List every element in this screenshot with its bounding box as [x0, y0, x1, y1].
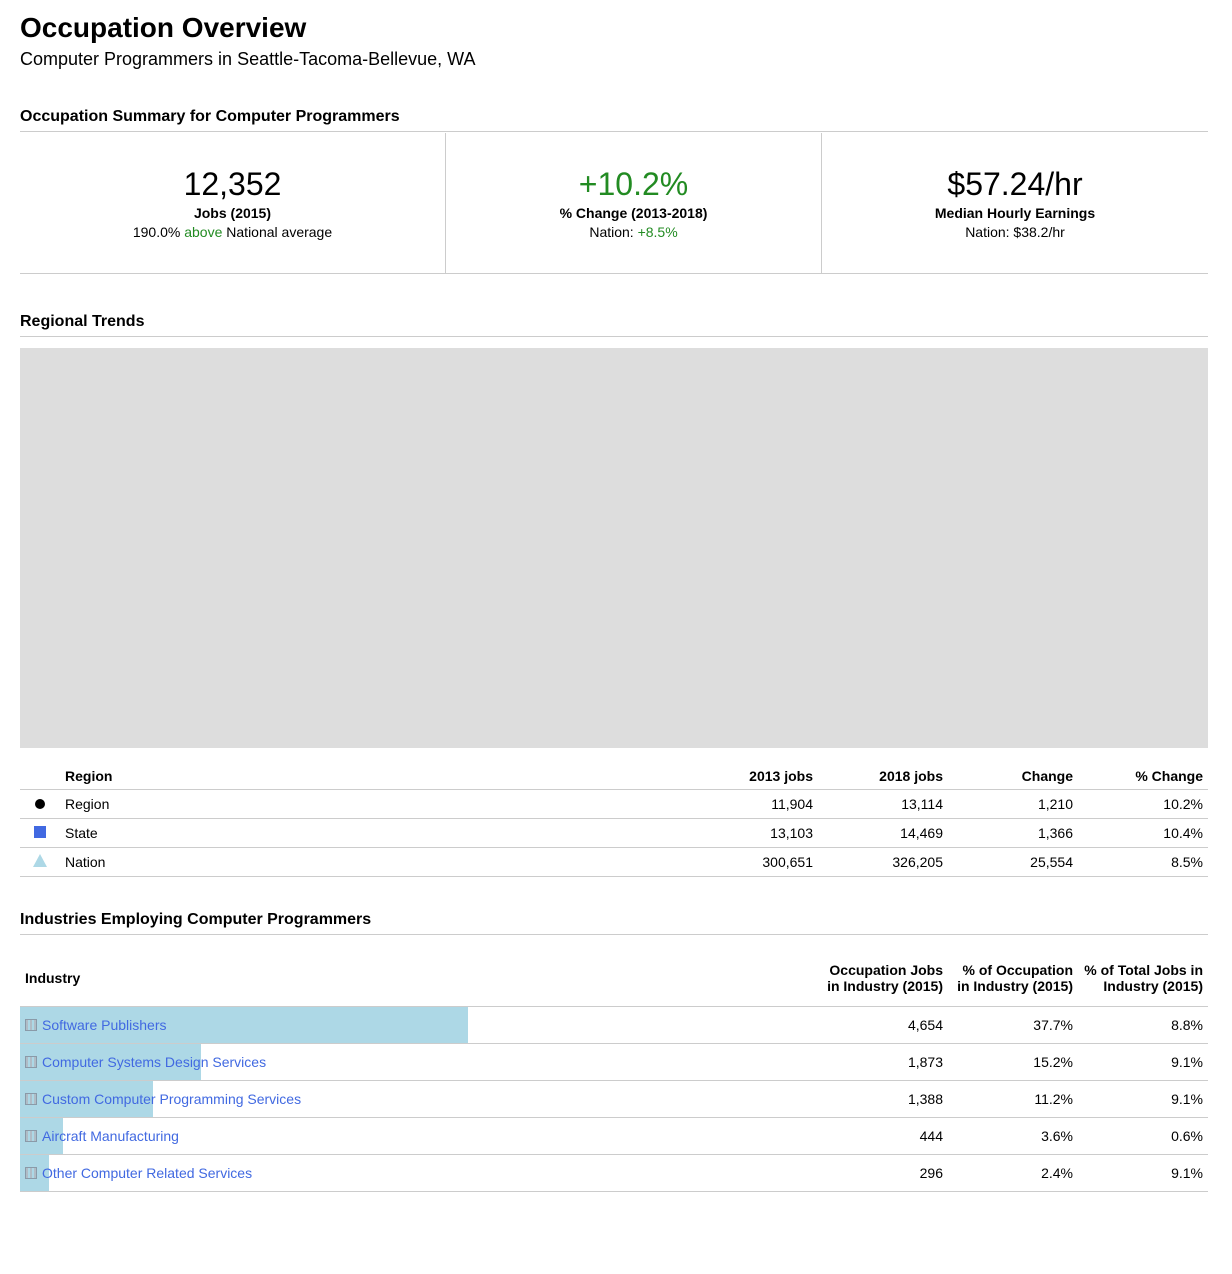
- table-row: Nation 300,651 326,205 25,554 8.5%: [20, 847, 1208, 877]
- pct-occupation: 2.4%: [948, 1154, 1078, 1192]
- kpi-earnings-comparison: Nation: $38.2/hr: [965, 224, 1065, 240]
- industry-share-bar: [20, 1081, 154, 1117]
- building-icon: [25, 1167, 37, 1179]
- kpi-jobs-value: 12,352: [183, 166, 282, 202]
- table-row: Region 11,904 13,114 1,210 10.2%: [20, 789, 1208, 819]
- kpi-earnings-value: $57.24/hr: [947, 166, 1083, 202]
- industry-link[interactable]: Other Computer Related Services: [42, 1165, 253, 1181]
- regional-trends-chart-placeholder: [20, 348, 1208, 748]
- regional-trends-title: Regional Trends: [20, 313, 1208, 337]
- kpi-change-label: % Change (2013-2018): [559, 205, 708, 221]
- kpi-earnings-label: Median Hourly Earnings: [934, 205, 1096, 221]
- jobs-2013: 300,651: [688, 847, 818, 877]
- industry-link[interactable]: Aircraft Manufacturing: [42, 1128, 179, 1144]
- industry-share-bar: [20, 1044, 201, 1080]
- regional-trends-table: Region 2013 jobs 2018 jobs Change % Chan…: [20, 757, 1208, 877]
- region-name: Region: [60, 789, 688, 819]
- jobs-pct-change: 10.4%: [1078, 818, 1208, 848]
- jobs-change: 25,554: [948, 847, 1078, 877]
- industry-link[interactable]: Software Publishers: [42, 1017, 167, 1033]
- square-marker-icon: [34, 826, 46, 838]
- jobs-2018: 326,205: [818, 847, 948, 877]
- table-row: Aircraft Manufacturing 444 3.6% 0.6%: [20, 1117, 1208, 1155]
- jobs-pct-change: 8.5%: [1078, 847, 1208, 877]
- occupation-jobs-column-header: Occupation Jobs in Industry (2015): [827, 962, 943, 994]
- jobs-2018: 14,469: [818, 818, 948, 848]
- pct-total-jobs-column-header: % of Total Jobs in Industry (2015): [1084, 962, 1203, 994]
- occupation-jobs: 4,654: [818, 1006, 948, 1044]
- kpi-change: +10.2% % Change (2013-2018) Nation: +8.5…: [445, 133, 821, 273]
- marker-header: [20, 757, 60, 790]
- table-header-row: Region 2013 jobs 2018 jobs Change % Chan…: [20, 757, 1208, 790]
- page-title: Occupation Overview: [20, 12, 307, 43]
- kpi-jobs-label: Jobs (2015): [193, 205, 272, 221]
- table-row: Other Computer Related Services 296 2.4% 9.…: [20, 1154, 1208, 1192]
- kpi-jobs: 12,352 Jobs (2015) 190.0% above National…: [20, 133, 445, 273]
- occupation-jobs: 296: [818, 1154, 948, 1192]
- region-name: Nation: [60, 847, 688, 877]
- pct-change-column-header: % Change: [1135, 768, 1203, 784]
- pct-occupation-column-header: % of Occupation in Industry (2015): [957, 962, 1073, 994]
- industry-link[interactable]: Custom Computer Programming Services: [42, 1091, 302, 1107]
- kpi-change-comparison: Nation: +8.5%: [589, 224, 678, 240]
- region-column-header: Region: [65, 768, 113, 784]
- change-column-header: Change: [1021, 768, 1073, 784]
- kpi-earnings: $57.24/hr Median Hourly Earnings Nation:…: [821, 133, 1208, 273]
- pct-occupation: 11.2%: [948, 1080, 1078, 1118]
- industry-column-header: Industry: [25, 970, 81, 986]
- jobs-2013-column-header: 2013 jobs: [749, 768, 813, 784]
- jobs-2013: 13,103: [688, 818, 818, 848]
- circle-marker-icon: [35, 799, 45, 809]
- table-header-row: Industry Occupation Jobs in Industry (201…: [20, 950, 1208, 1007]
- pct-occupation: 37.7%: [948, 1006, 1078, 1044]
- jobs-change: 1,210: [948, 789, 1078, 819]
- building-icon: [25, 1056, 37, 1068]
- industry-cell: Computer Systems Design Services: [20, 1043, 818, 1081]
- occupation-jobs: 444: [818, 1117, 948, 1155]
- jobs-2018-column-header: 2018 jobs: [879, 768, 943, 784]
- pct-occupation: 3.6%: [948, 1117, 1078, 1155]
- industries-table: Industry Occupation Jobs in Industry (201…: [20, 950, 1208, 1192]
- kpi-jobs-comparison: 190.0% above National average: [132, 224, 333, 240]
- industry-cell: Other Computer Related Services: [20, 1154, 818, 1192]
- occupation-jobs: 1,873: [818, 1043, 948, 1081]
- page-subtitle: Computer Programmers in Seattle-Tacoma-B…: [20, 49, 476, 69]
- industry-link[interactable]: Computer Systems Design Services: [42, 1054, 267, 1070]
- jobs-2018: 13,114: [818, 789, 948, 819]
- jobs-2013: 11,904: [688, 789, 818, 819]
- building-icon: [25, 1019, 37, 1031]
- summary-section-title: Occupation Summary for Computer Programm…: [20, 108, 1208, 132]
- region-name: State: [60, 818, 688, 848]
- pct-total-jobs: 9.1%: [1078, 1043, 1208, 1081]
- triangle-marker-icon: [33, 854, 47, 867]
- building-icon: [25, 1130, 37, 1142]
- industry-cell: Custom Computer Programming Services: [20, 1080, 818, 1118]
- occupation-summary: 12,352 Jobs (2015) 190.0% above National…: [20, 133, 1208, 274]
- pct-occupation: 15.2%: [948, 1043, 1078, 1081]
- kpi-change-value: +10.2%: [578, 166, 689, 202]
- table-row: State 13,103 14,469 1,366 10.4%: [20, 818, 1208, 848]
- industry-share-bar: [20, 1007, 468, 1043]
- building-icon: [25, 1093, 37, 1105]
- pct-total-jobs: 9.1%: [1078, 1154, 1208, 1192]
- pct-total-jobs: 9.1%: [1078, 1080, 1208, 1118]
- jobs-pct-change: 10.2%: [1078, 789, 1208, 819]
- pct-total-jobs: 0.6%: [1078, 1117, 1208, 1155]
- table-row: Custom Computer Programming Services 1,38…: [20, 1080, 1208, 1118]
- pct-total-jobs: 8.8%: [1078, 1006, 1208, 1044]
- industries-section-title: Industries Employing Computer Programmer…: [20, 911, 1208, 935]
- industry-cell: Aircraft Manufacturing: [20, 1117, 818, 1155]
- table-row: Software Publishers 4,654 37.7% 8.8%: [20, 1006, 1208, 1044]
- occupation-jobs: 1,388: [818, 1080, 948, 1118]
- industry-cell: Software Publishers: [20, 1006, 818, 1044]
- jobs-change: 1,366: [948, 818, 1078, 848]
- table-row: Computer Systems Design Services 1,873 15.…: [20, 1043, 1208, 1081]
